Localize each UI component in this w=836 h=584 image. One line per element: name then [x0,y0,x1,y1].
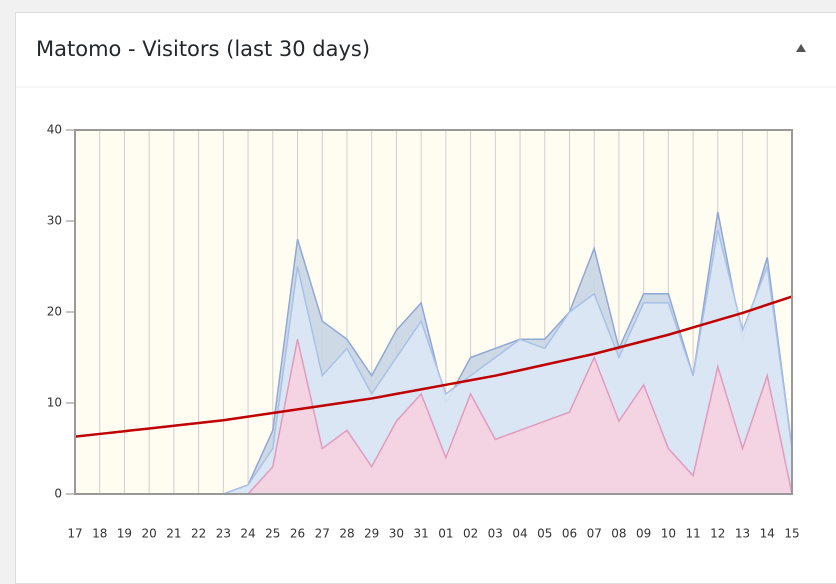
x-tick-label: 20 [142,527,157,541]
x-tick-label: 09 [636,527,651,541]
x-tick-label: 26 [290,527,305,541]
x-tick-label: 13 [735,527,750,541]
area [75,339,792,494]
x-tick-label: 08 [611,527,626,541]
x-tick-label: 10 [661,527,676,541]
x-tick-label: 17 [67,527,82,541]
x-tick-label: 02 [463,527,478,541]
x-tick-label: 22 [191,527,206,541]
x-tick-label: 18 [92,527,107,541]
x-tick-label: 06 [562,527,577,541]
chart: Matomo - Visitors (last 30 days) 17 18 19 2… [16,37,836,541]
x-tick-label: 07 [587,527,602,541]
x-tick-label: 29 [364,527,379,541]
x-tick-label: 12 [710,527,725,541]
page: Matomo - Visitors (last 30 days) 17 18 19 2… [15,12,836,584]
x-tick-label: 14 [760,527,775,541]
x-tick-label: 04 [512,527,527,541]
plot-border [74,129,793,495]
x-tick-label: 27 [315,527,330,541]
y-tick-label: 0 [54,487,62,501]
x-tick-label: 19 [117,527,132,541]
x-tick-label: 28 [339,527,354,541]
x-tick-label: 01 [438,527,453,541]
y-tick-label: 30 [47,214,62,228]
widget-title: Matomo - Visitors (last 30 days) [36,37,370,61]
x-tick-label: 11 [685,527,700,541]
y-tick-label: 10 [47,396,62,410]
x-tick-label: 05 [537,527,552,541]
x-tick-label: 03 [488,527,503,541]
y-tick-label: 40 [47,123,62,137]
x-tick-label: 30 [389,527,404,541]
x-tick-label: 25 [265,527,280,541]
x-tick-label: 23 [216,527,231,541]
x-tick-label: 31 [413,527,428,541]
x-tick-label: 21 [166,527,181,541]
y-tick-label: 20 [47,305,62,319]
x-tick-label: 24 [240,527,255,541]
collapse-toggle[interactable] [796,44,806,52]
x-tick-label: 15 [784,527,799,541]
trend-line [74,295,793,438]
